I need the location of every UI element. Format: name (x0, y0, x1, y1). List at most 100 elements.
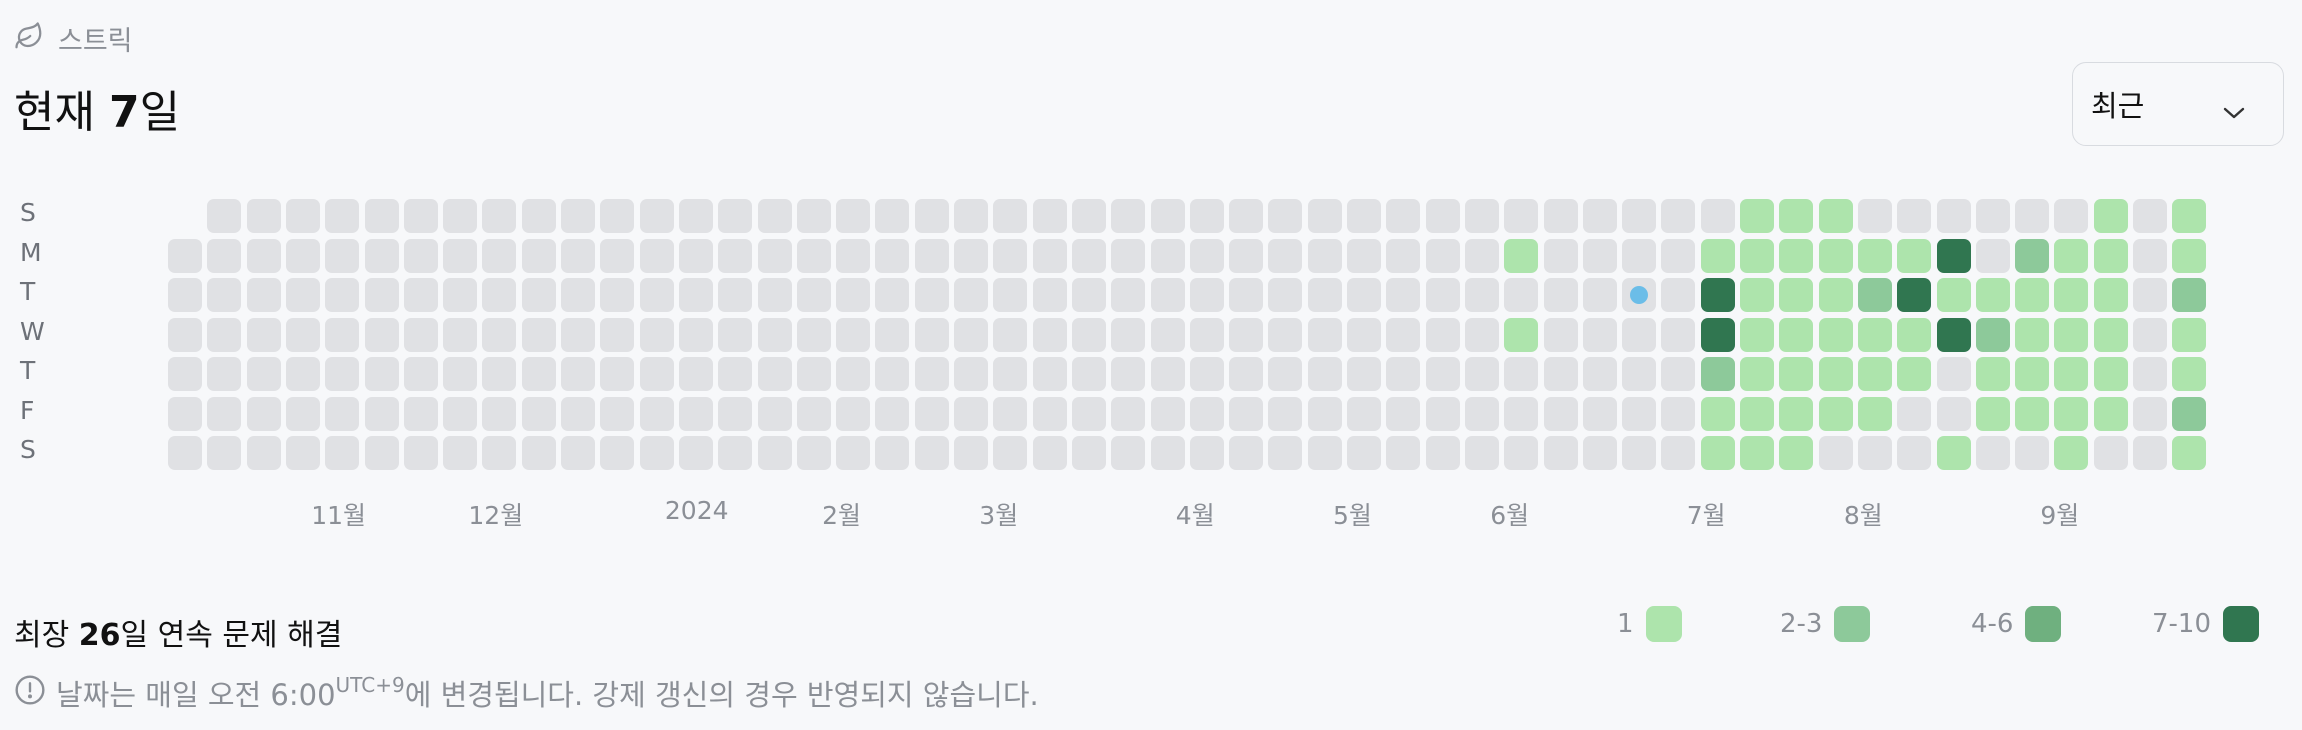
heatmap-cell[interactable] (1386, 238, 1421, 273)
heatmap-cell[interactable] (914, 436, 949, 470)
heatmap-cell[interactable] (836, 396, 871, 431)
heatmap-cell[interactable] (1504, 396, 1539, 431)
heatmap-cell[interactable] (1857, 317, 1892, 352)
heatmap-cell[interactable] (678, 436, 713, 470)
heatmap-cell[interactable] (1032, 238, 1067, 273)
heatmap-cell[interactable] (639, 357, 674, 391)
heatmap-cell[interactable] (1464, 357, 1499, 391)
heatmap-cell[interactable] (561, 317, 595, 352)
heatmap-cell[interactable] (639, 436, 674, 470)
heatmap-cell[interactable] (1464, 317, 1499, 352)
heatmap-cell[interactable] (836, 238, 871, 273)
heatmap-cell[interactable] (1071, 436, 1106, 470)
heatmap-cell[interactable] (364, 317, 399, 352)
heatmap-cell[interactable] (993, 199, 1028, 233)
heatmap-cell[interactable] (1307, 238, 1342, 273)
heatmap-cell[interactable] (1425, 317, 1460, 352)
heatmap-cell[interactable] (168, 317, 202, 352)
heatmap-cell[interactable] (1740, 317, 1774, 352)
heatmap-cell[interactable] (2093, 238, 2128, 273)
heatmap-cell[interactable] (836, 278, 871, 312)
heatmap-cell[interactable] (285, 238, 320, 273)
heatmap-cell[interactable] (561, 396, 595, 431)
heatmap-cell[interactable] (403, 396, 438, 431)
heatmap-cell[interactable] (1622, 396, 1657, 431)
heatmap-cell[interactable] (521, 396, 556, 431)
heatmap-cell[interactable] (1897, 199, 1932, 233)
heatmap-cell[interactable] (2015, 317, 2050, 352)
heatmap-cell[interactable] (482, 357, 517, 391)
heatmap-cell[interactable] (403, 317, 438, 352)
heatmap-cell[interactable] (207, 199, 242, 233)
heatmap-cell[interactable] (1740, 436, 1774, 470)
heatmap-cell[interactable] (1464, 396, 1499, 431)
heatmap-cell[interactable] (678, 317, 713, 352)
heatmap-cell[interactable] (875, 199, 910, 233)
heatmap-cell[interactable] (1622, 436, 1657, 470)
heatmap-cell[interactable] (207, 436, 242, 470)
heatmap-cell[interactable] (954, 238, 988, 273)
heatmap-cell[interactable] (600, 357, 635, 391)
heatmap-cell[interactable] (1975, 199, 2010, 233)
heatmap-cell[interactable] (443, 357, 478, 391)
heatmap-cell[interactable] (993, 317, 1028, 352)
heatmap-cell[interactable] (993, 278, 1028, 312)
heatmap-cell[interactable] (1111, 436, 1146, 470)
heatmap-cell[interactable] (1425, 238, 1460, 273)
heatmap-cell[interactable] (325, 436, 360, 470)
heatmap-cell[interactable] (836, 436, 871, 470)
heatmap-cell[interactable] (1543, 357, 1578, 391)
heatmap-cell[interactable] (1032, 278, 1067, 312)
heatmap-cell[interactable] (168, 238, 202, 273)
heatmap-cell[interactable] (403, 238, 438, 273)
heatmap-cell[interactable] (1857, 396, 1892, 431)
heatmap-cell[interactable] (1582, 317, 1617, 352)
heatmap-cell[interactable] (1425, 357, 1460, 391)
heatmap-cell[interactable] (364, 357, 399, 391)
heatmap-cell[interactable] (1504, 357, 1539, 391)
heatmap-cell[interactable] (1504, 317, 1539, 352)
heatmap-cell[interactable] (1700, 238, 1735, 273)
heatmap-cell[interactable] (1740, 238, 1774, 273)
heatmap-cell[interactable] (207, 396, 242, 431)
heatmap-cell[interactable] (2133, 238, 2167, 273)
heatmap-cell[interactable] (1307, 199, 1342, 233)
heatmap-cell[interactable] (914, 317, 949, 352)
heatmap-cell[interactable] (561, 238, 595, 273)
heatmap-cell[interactable] (2172, 396, 2207, 431)
heatmap-cell[interactable] (561, 357, 595, 391)
heatmap-cell[interactable] (1464, 436, 1499, 470)
heatmap-cell[interactable] (1307, 317, 1342, 352)
heatmap-cell[interactable] (1700, 199, 1735, 233)
heatmap-cell[interactable] (1189, 357, 1224, 391)
heatmap-cell[interactable] (2093, 357, 2128, 391)
heatmap-cell[interactable] (2172, 357, 2207, 391)
heatmap-cell[interactable] (1071, 238, 1106, 273)
heatmap-cell[interactable] (1150, 357, 1185, 391)
heatmap-cell[interactable] (875, 357, 910, 391)
heatmap-cell[interactable] (521, 278, 556, 312)
heatmap-cell[interactable] (1189, 436, 1224, 470)
heatmap-cell[interactable] (1818, 317, 1853, 352)
heatmap-cell[interactable] (168, 396, 202, 431)
heatmap-cell[interactable] (246, 278, 281, 312)
heatmap-cell[interactable] (1622, 199, 1657, 233)
heatmap-cell[interactable] (246, 436, 281, 470)
heatmap-cell[interactable] (1818, 357, 1853, 391)
heatmap-cell[interactable] (1779, 317, 1814, 352)
heatmap-cell[interactable] (1582, 238, 1617, 273)
heatmap-cell[interactable] (2133, 278, 2167, 312)
heatmap-cell[interactable] (757, 199, 792, 233)
heatmap-cell[interactable] (364, 436, 399, 470)
heatmap-cell[interactable] (1307, 436, 1342, 470)
heatmap-cell[interactable] (757, 238, 792, 273)
heatmap-cell[interactable] (1268, 357, 1303, 391)
heatmap-cell[interactable] (1897, 396, 1932, 431)
heatmap-cell[interactable] (1975, 278, 2010, 312)
heatmap-cell[interactable] (1857, 357, 1892, 391)
period-dropdown[interactable]: 최근 (2072, 62, 2284, 146)
heatmap-cell[interactable] (1071, 199, 1106, 233)
heatmap-cell[interactable] (954, 357, 988, 391)
heatmap-cell[interactable] (1268, 199, 1303, 233)
heatmap-cell[interactable] (1740, 278, 1774, 312)
